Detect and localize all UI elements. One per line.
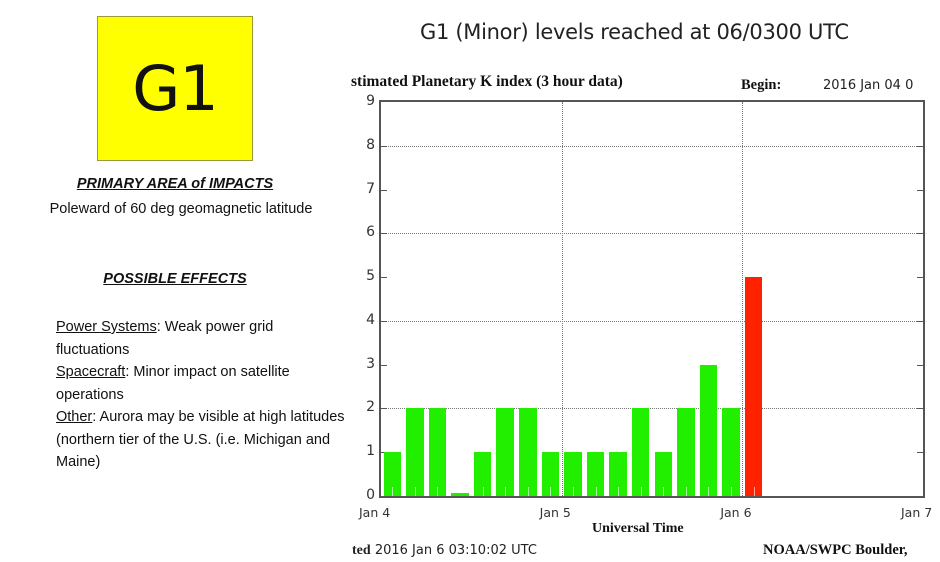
- kp-index-plot: [379, 100, 925, 498]
- y-tick-mark: [381, 320, 387, 322]
- y-tick-label: 1: [366, 443, 375, 460]
- y-tick-label: 3: [366, 355, 375, 372]
- g1-badge-label: G1: [132, 52, 218, 125]
- kp-bar: [496, 408, 514, 496]
- bar-tick-mark: [708, 487, 710, 496]
- bar-tick-mark: [753, 487, 755, 496]
- y-tick-mark: [381, 145, 387, 147]
- y-tick-label: 9: [366, 93, 375, 109]
- effect-item-other: Other: Aurora may be visible at high lat…: [56, 406, 346, 474]
- effects-list: Power Systems: Weak power grid fluctuati…: [56, 316, 346, 474]
- kp-bar: [541, 452, 560, 496]
- y-tick-label: 8: [366, 136, 375, 153]
- y-tick-label: 5: [366, 268, 375, 285]
- bar-tick-mark: [414, 487, 416, 496]
- effect-label: Other: [56, 409, 93, 425]
- bar-tick-mark: [482, 487, 484, 496]
- y-tick-mark: [917, 364, 923, 366]
- y-tick-mark: [917, 189, 923, 191]
- y-tick-label: 2: [366, 399, 375, 416]
- primary-area-heading: PRIMARY AREA of IMPACTS: [76, 176, 274, 192]
- kp-bar: [473, 452, 492, 496]
- primary-area-text: Poleward of 60 deg geomagnetic latitude: [49, 201, 313, 217]
- kp-bar: [406, 408, 424, 496]
- y-tick-mark: [917, 408, 923, 410]
- y-tick-label: 7: [366, 180, 375, 197]
- possible-effects-heading: POSSIBLE EFFECTS: [103, 271, 247, 287]
- kp-bar: [677, 408, 695, 496]
- y-tick-label: 0: [366, 487, 375, 503]
- bar-tick-mark: [505, 487, 507, 496]
- y-tick-mark: [917, 452, 923, 454]
- h-gridline: [381, 233, 923, 235]
- h-gridline: [381, 145, 923, 147]
- y-tick-mark: [917, 145, 923, 147]
- x-tick-label: Jan 6: [720, 505, 752, 520]
- y-tick-mark: [381, 233, 387, 235]
- bar-tick-mark: [392, 487, 394, 496]
- y-tick-mark: [381, 408, 387, 410]
- g1-scale-badge: G1: [97, 16, 253, 161]
- h-gridline: [381, 408, 923, 410]
- kp-bar: [722, 408, 740, 496]
- source-credit: NOAA/SWPC Boulder,: [763, 542, 908, 558]
- bar-tick-mark: [437, 487, 439, 496]
- kp-bar: [383, 452, 402, 496]
- bar-tick-mark: [572, 487, 574, 496]
- x-tick-label: Jan 5: [539, 505, 571, 520]
- chart-title: stimated Planetary K index (3 hour data): [351, 73, 623, 90]
- y-tick-label: 4: [366, 311, 375, 328]
- v-gridline: [742, 102, 744, 496]
- kp-bar: [428, 408, 447, 496]
- y-tick-mark: [381, 189, 387, 191]
- kp-bar: [451, 493, 469, 496]
- updated-timestamp: ted 2016 Jan 6 03:10:02 UTC: [352, 543, 537, 559]
- bar-tick-mark: [527, 487, 529, 496]
- y-tick-mark: [381, 364, 387, 366]
- kp-bar: [744, 277, 763, 496]
- bar-tick-mark: [663, 487, 665, 496]
- y-tick-label: 6: [366, 224, 375, 241]
- v-gridline: [561, 102, 563, 496]
- x-axis-title: Universal Time: [592, 521, 684, 536]
- bar-tick-mark: [618, 487, 620, 496]
- bar-tick-mark: [685, 487, 687, 496]
- y-tick-mark: [917, 320, 923, 322]
- kp-bar: [586, 452, 605, 496]
- effect-label: Spacecraft: [56, 364, 126, 380]
- h-gridline: [381, 320, 923, 322]
- updated-value: 2016 Jan 6 03:10:02 UTC: [374, 543, 537, 558]
- effect-label: Power Systems: [56, 319, 157, 335]
- kp-bar: [699, 364, 718, 496]
- bar-tick-mark: [550, 487, 552, 496]
- begin-label: Begin:: [741, 77, 782, 93]
- bar-tick-mark: [640, 487, 642, 496]
- kp-bar: [564, 452, 582, 496]
- y-tick-mark: [917, 233, 923, 235]
- effect-text: : Weak power grid fluctuations: [56, 319, 274, 358]
- effect-text: : Aurora may be visible at high latitude…: [56, 409, 345, 470]
- effect-text: : Minor impact on satellite operations: [56, 364, 290, 403]
- kp-bar: [519, 408, 537, 496]
- x-tick-label: Jan 7: [901, 505, 933, 520]
- updated-prefix: ted: [352, 543, 371, 558]
- kp-bar: [609, 452, 627, 496]
- x-tick-label: Jan 4: [359, 505, 391, 520]
- kp-bar: [654, 452, 673, 496]
- y-tick-mark: [917, 277, 923, 279]
- bar-tick-mark: [595, 487, 597, 496]
- effect-item-power: Power Systems: Weak power grid fluctuati…: [56, 316, 346, 361]
- begin-value: 2016 Jan 04 0: [823, 78, 914, 93]
- slide-title: G1 (Minor) levels reached at 06/0300 UTC: [420, 20, 849, 44]
- bar-tick-mark: [731, 487, 733, 496]
- kp-bar: [631, 408, 650, 496]
- effect-item-spacecraft: Spacecraft: Minor impact on satellite op…: [56, 361, 346, 406]
- y-tick-mark: [381, 277, 387, 279]
